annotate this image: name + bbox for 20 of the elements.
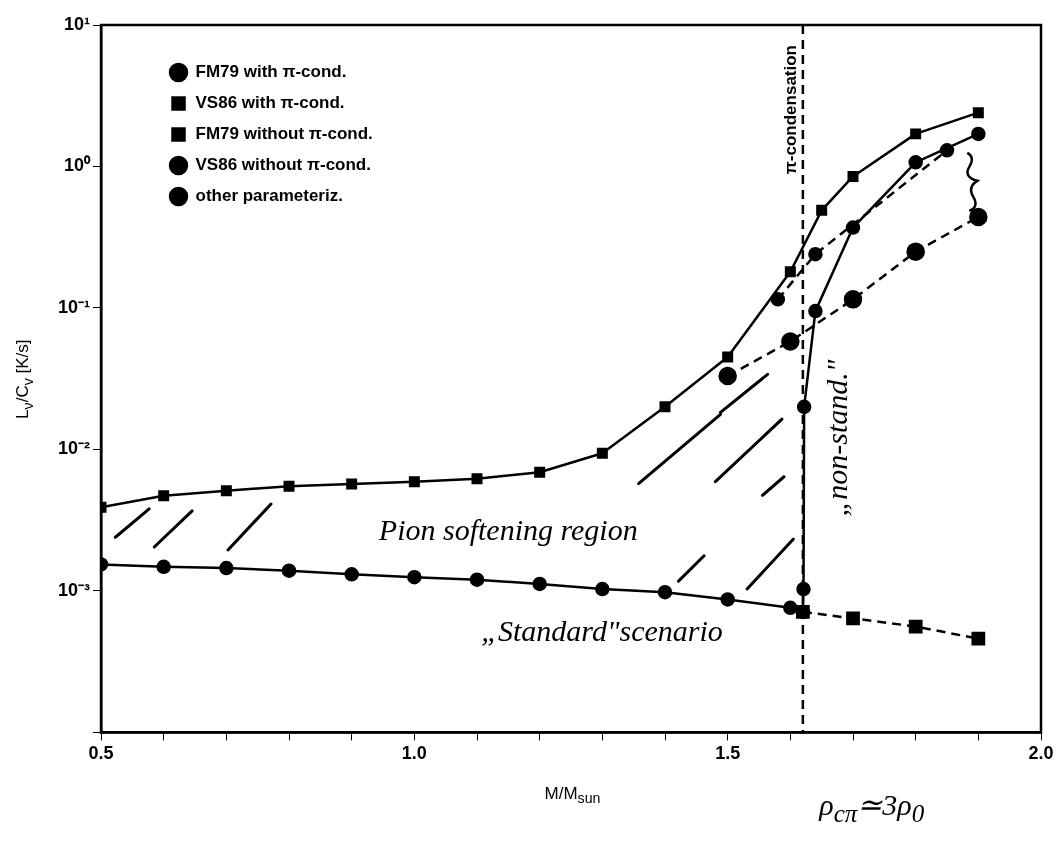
annotation: „non-stand.": [820, 359, 855, 517]
legend-label: other parameteriz.: [195, 186, 343, 206]
legend-label: FM79 without π-cond.: [195, 124, 373, 144]
x-tick-label: 0.5: [88, 743, 114, 764]
x-axis-title: M/M$_{sun}$: [544, 783, 601, 807]
text: ρ$_{cπ}$≃3ρ$_{0}$: [819, 786, 925, 828]
y-tick-label: 10¹: [64, 13, 91, 34]
x-tick-label: 2.0: [1028, 743, 1054, 764]
x-tick-label: 1.0: [401, 743, 427, 764]
y-tick-label: 10⁰: [63, 155, 92, 176]
legend-label: VS86 without π-cond.: [195, 155, 371, 175]
x-tick-label: 1.5: [715, 743, 741, 764]
y-tick-label: 10⁻³: [58, 579, 91, 600]
ref-line-label: π-condensation: [780, 45, 800, 175]
annotation: „Standard"scenario: [481, 614, 723, 649]
y-tick-label: 10⁻²: [58, 438, 91, 459]
y-tick-label: 10⁻¹: [58, 296, 91, 317]
legend-label: FM79 with π-cond.: [195, 62, 347, 82]
annotation: Pion softening region: [378, 512, 638, 547]
legend-label: VS86 with π-cond.: [195, 93, 345, 113]
